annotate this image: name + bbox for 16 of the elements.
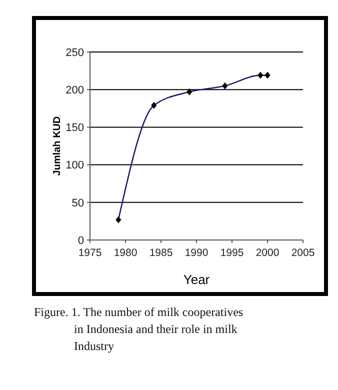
x-tick-label: 1980 [114, 247, 138, 259]
y-tick-label: 200 [66, 84, 84, 96]
x-tick-label: 1975 [78, 247, 102, 259]
x-axis-title: Year [183, 272, 210, 287]
x-tick-label: 1985 [149, 247, 173, 259]
x-tick-label: 2000 [256, 247, 280, 259]
y-tick-label: 250 [66, 46, 84, 59]
x-tick-label: 1995 [220, 247, 244, 259]
text: Figure. 1. The number of milk cooperatives in Indonesia and their role in milk Industry [34, 305, 244, 353]
x-tick-label: 1990 [184, 247, 208, 259]
y-tick-label: 100 [66, 160, 84, 172]
y-axis-title: Jumlah KUD [52, 116, 63, 176]
y-tick-label: 0 [78, 234, 84, 247]
y-tick-label: 50 [72, 197, 84, 210]
x-tick-label: 2005 [291, 247, 315, 259]
y-tick-label: 150 [66, 122, 84, 134]
